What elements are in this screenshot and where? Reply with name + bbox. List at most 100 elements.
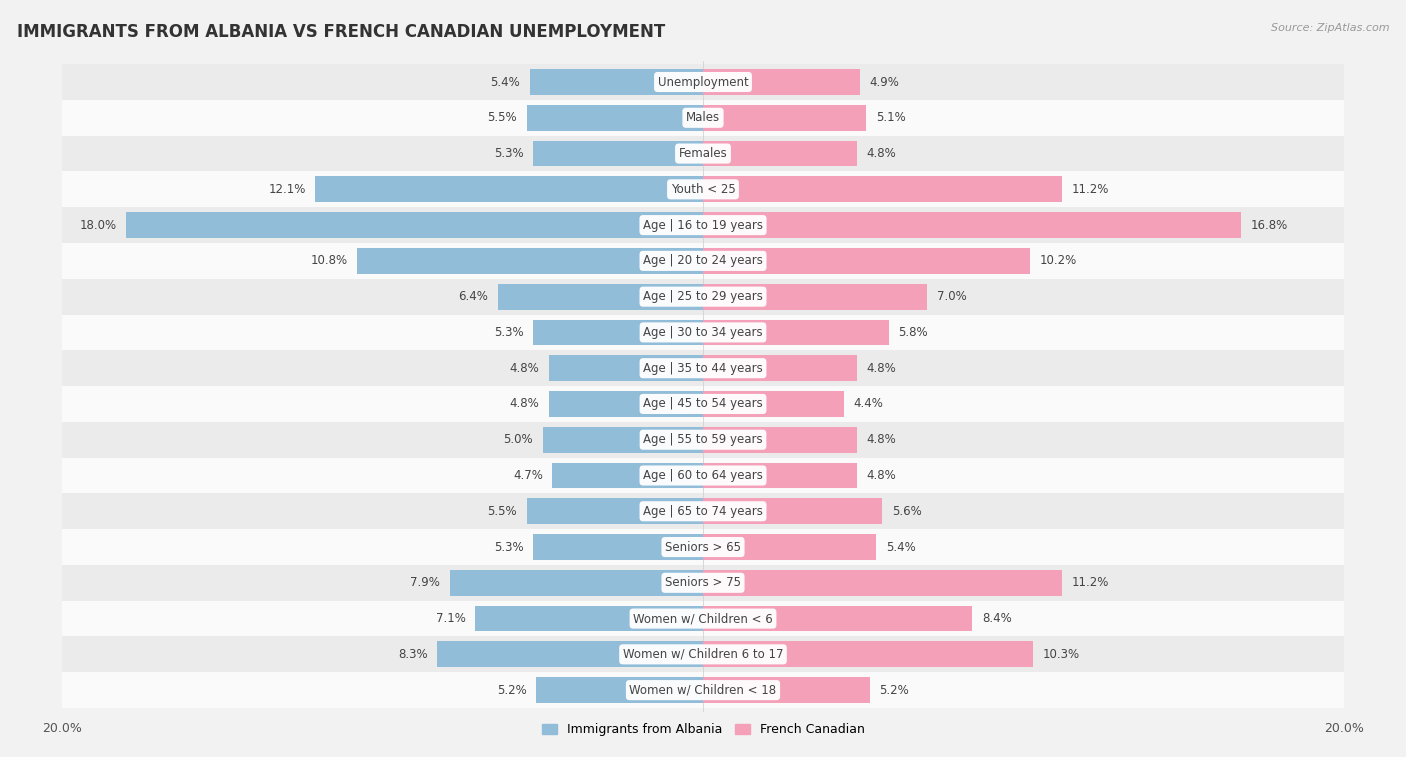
Text: Seniors > 65: Seniors > 65 bbox=[665, 540, 741, 553]
Text: Source: ZipAtlas.com: Source: ZipAtlas.com bbox=[1271, 23, 1389, 33]
Bar bbox=[62, 350, 1344, 386]
Bar bbox=[62, 422, 1344, 458]
Bar bbox=[703, 498, 883, 524]
Text: 18.0%: 18.0% bbox=[80, 219, 117, 232]
Text: 4.8%: 4.8% bbox=[510, 362, 540, 375]
Text: Age | 16 to 19 years: Age | 16 to 19 years bbox=[643, 219, 763, 232]
Text: 11.2%: 11.2% bbox=[1071, 183, 1109, 196]
Bar bbox=[550, 355, 703, 381]
Bar bbox=[703, 355, 856, 381]
Text: Women w/ Children 6 to 17: Women w/ Children 6 to 17 bbox=[623, 648, 783, 661]
Text: Age | 30 to 34 years: Age | 30 to 34 years bbox=[643, 326, 763, 339]
Bar bbox=[62, 171, 1344, 207]
Bar bbox=[543, 427, 703, 453]
Text: 4.8%: 4.8% bbox=[866, 469, 896, 482]
Bar bbox=[533, 534, 703, 560]
Text: 4.4%: 4.4% bbox=[853, 397, 883, 410]
Bar bbox=[703, 641, 1033, 667]
Text: 5.3%: 5.3% bbox=[494, 147, 523, 160]
Bar bbox=[62, 672, 1344, 708]
Bar bbox=[703, 284, 928, 310]
Bar bbox=[703, 534, 876, 560]
Text: 4.8%: 4.8% bbox=[510, 397, 540, 410]
Bar bbox=[62, 100, 1344, 136]
Bar bbox=[703, 176, 1062, 202]
Bar bbox=[62, 601, 1344, 637]
Bar bbox=[357, 248, 703, 274]
Bar bbox=[536, 678, 703, 703]
Text: Women w/ Children < 6: Women w/ Children < 6 bbox=[633, 612, 773, 625]
Text: 5.3%: 5.3% bbox=[494, 540, 523, 553]
Text: 5.2%: 5.2% bbox=[879, 684, 910, 696]
Bar bbox=[62, 529, 1344, 565]
Text: 4.9%: 4.9% bbox=[870, 76, 900, 89]
Bar bbox=[533, 319, 703, 345]
Text: Age | 20 to 24 years: Age | 20 to 24 years bbox=[643, 254, 763, 267]
Text: 4.8%: 4.8% bbox=[866, 362, 896, 375]
Bar bbox=[127, 212, 703, 238]
Bar bbox=[703, 141, 856, 167]
Text: Age | 45 to 54 years: Age | 45 to 54 years bbox=[643, 397, 763, 410]
Bar bbox=[533, 141, 703, 167]
Text: Age | 65 to 74 years: Age | 65 to 74 years bbox=[643, 505, 763, 518]
Text: 5.5%: 5.5% bbox=[488, 111, 517, 124]
Bar bbox=[62, 314, 1344, 350]
Text: 10.3%: 10.3% bbox=[1043, 648, 1080, 661]
Text: Age | 25 to 29 years: Age | 25 to 29 years bbox=[643, 290, 763, 303]
Bar bbox=[62, 207, 1344, 243]
Text: 4.8%: 4.8% bbox=[866, 147, 896, 160]
Text: 5.4%: 5.4% bbox=[886, 540, 915, 553]
Text: 11.2%: 11.2% bbox=[1071, 576, 1109, 589]
Bar bbox=[62, 136, 1344, 171]
Legend: Immigrants from Albania, French Canadian: Immigrants from Albania, French Canadian bbox=[537, 718, 869, 741]
Bar bbox=[62, 64, 1344, 100]
Text: 7.9%: 7.9% bbox=[411, 576, 440, 589]
Text: Youth < 25: Youth < 25 bbox=[671, 183, 735, 196]
Text: 5.0%: 5.0% bbox=[503, 433, 533, 446]
Text: 5.8%: 5.8% bbox=[898, 326, 928, 339]
Bar bbox=[475, 606, 703, 631]
Bar bbox=[498, 284, 703, 310]
Bar bbox=[703, 606, 972, 631]
Bar bbox=[62, 243, 1344, 279]
Text: Women w/ Children < 18: Women w/ Children < 18 bbox=[630, 684, 776, 696]
Text: IMMIGRANTS FROM ALBANIA VS FRENCH CANADIAN UNEMPLOYMENT: IMMIGRANTS FROM ALBANIA VS FRENCH CANADI… bbox=[17, 23, 665, 41]
Bar bbox=[62, 637, 1344, 672]
Text: 5.1%: 5.1% bbox=[876, 111, 905, 124]
Text: 4.8%: 4.8% bbox=[866, 433, 896, 446]
Bar bbox=[437, 641, 703, 667]
Bar bbox=[703, 463, 856, 488]
Text: 7.1%: 7.1% bbox=[436, 612, 465, 625]
Text: Age | 55 to 59 years: Age | 55 to 59 years bbox=[643, 433, 763, 446]
Bar bbox=[62, 458, 1344, 494]
Text: Age | 35 to 44 years: Age | 35 to 44 years bbox=[643, 362, 763, 375]
Text: 10.8%: 10.8% bbox=[311, 254, 347, 267]
Text: 6.4%: 6.4% bbox=[458, 290, 488, 303]
Bar bbox=[703, 391, 844, 417]
Bar bbox=[703, 69, 860, 95]
Bar bbox=[550, 391, 703, 417]
Text: Females: Females bbox=[679, 147, 727, 160]
Bar bbox=[62, 386, 1344, 422]
Text: 12.1%: 12.1% bbox=[269, 183, 305, 196]
Bar bbox=[62, 279, 1344, 314]
Bar bbox=[530, 69, 703, 95]
Bar bbox=[315, 176, 703, 202]
Bar bbox=[450, 570, 703, 596]
Bar bbox=[703, 248, 1029, 274]
Text: 5.2%: 5.2% bbox=[496, 684, 527, 696]
Text: 10.2%: 10.2% bbox=[1039, 254, 1077, 267]
Text: 8.4%: 8.4% bbox=[981, 612, 1011, 625]
Text: Age | 60 to 64 years: Age | 60 to 64 years bbox=[643, 469, 763, 482]
Text: Seniors > 75: Seniors > 75 bbox=[665, 576, 741, 589]
Bar bbox=[62, 565, 1344, 601]
Text: 5.5%: 5.5% bbox=[488, 505, 517, 518]
Text: 16.8%: 16.8% bbox=[1251, 219, 1288, 232]
Text: Unemployment: Unemployment bbox=[658, 76, 748, 89]
Text: 7.0%: 7.0% bbox=[936, 290, 967, 303]
Bar bbox=[527, 498, 703, 524]
Bar bbox=[703, 105, 866, 131]
Text: 5.3%: 5.3% bbox=[494, 326, 523, 339]
Text: 5.4%: 5.4% bbox=[491, 76, 520, 89]
Bar bbox=[703, 212, 1241, 238]
